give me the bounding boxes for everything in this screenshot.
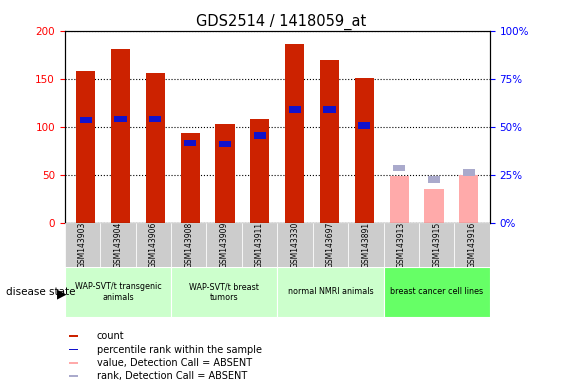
- Bar: [425, 189, 444, 223]
- Bar: [454, 223, 490, 267]
- Text: GSM143906: GSM143906: [149, 222, 158, 268]
- Text: rank, Detection Call = ABSENT: rank, Detection Call = ABSENT: [97, 371, 247, 381]
- Text: GSM143904: GSM143904: [113, 222, 122, 268]
- Bar: [393, 165, 405, 171]
- Bar: [463, 169, 475, 176]
- Bar: [254, 132, 266, 139]
- Bar: [278, 267, 383, 317]
- Bar: [207, 223, 242, 267]
- Text: percentile rank within the sample: percentile rank within the sample: [97, 344, 262, 354]
- Bar: [69, 362, 78, 364]
- Text: count: count: [97, 331, 124, 341]
- Bar: [323, 106, 336, 113]
- Text: value, Detection Call = ABSENT: value, Detection Call = ABSENT: [97, 358, 252, 368]
- Bar: [285, 44, 304, 223]
- Bar: [100, 223, 136, 267]
- Text: normal NMRI animals: normal NMRI animals: [288, 287, 373, 296]
- Bar: [219, 141, 231, 147]
- Bar: [216, 124, 235, 223]
- Bar: [69, 376, 78, 377]
- Text: GSM143697: GSM143697: [326, 222, 335, 268]
- Text: ▶: ▶: [57, 287, 67, 300]
- Text: GSM143916: GSM143916: [468, 222, 477, 268]
- Bar: [146, 73, 165, 223]
- Bar: [181, 134, 200, 223]
- Bar: [428, 176, 440, 183]
- Bar: [320, 60, 339, 223]
- Text: WAP-SVT/t breast
tumors: WAP-SVT/t breast tumors: [189, 282, 259, 301]
- Bar: [312, 223, 348, 267]
- Bar: [355, 78, 374, 223]
- Bar: [348, 223, 383, 267]
- Bar: [358, 122, 370, 129]
- Text: WAP-SVT/t transgenic
animals: WAP-SVT/t transgenic animals: [74, 282, 161, 301]
- Text: GSM143903: GSM143903: [78, 222, 87, 268]
- Text: breast cancer cell lines: breast cancer cell lines: [390, 287, 483, 296]
- Bar: [184, 140, 196, 146]
- Bar: [111, 49, 130, 223]
- Bar: [76, 71, 95, 223]
- Bar: [242, 223, 277, 267]
- Text: GSM143913: GSM143913: [397, 222, 406, 268]
- Bar: [390, 176, 409, 223]
- Text: GSM143891: GSM143891: [361, 222, 370, 268]
- Bar: [171, 267, 278, 317]
- Text: GDS2514 / 1418059_at: GDS2514 / 1418059_at: [196, 13, 367, 30]
- Bar: [459, 175, 479, 223]
- Text: GSM143330: GSM143330: [291, 222, 300, 268]
- Bar: [278, 223, 312, 267]
- Bar: [149, 116, 162, 122]
- Bar: [383, 223, 419, 267]
- Text: GSM143909: GSM143909: [220, 222, 229, 268]
- Text: GSM143908: GSM143908: [184, 222, 193, 268]
- Bar: [114, 116, 127, 122]
- Bar: [79, 117, 92, 123]
- Bar: [171, 223, 207, 267]
- Bar: [65, 267, 171, 317]
- Bar: [289, 106, 301, 113]
- Bar: [65, 223, 100, 267]
- Bar: [136, 223, 171, 267]
- Bar: [383, 267, 490, 317]
- Text: disease state: disease state: [6, 287, 75, 297]
- Text: GSM143911: GSM143911: [255, 222, 264, 268]
- Bar: [419, 223, 454, 267]
- Text: GSM143915: GSM143915: [432, 222, 441, 268]
- Bar: [69, 335, 78, 337]
- Bar: [69, 349, 78, 351]
- Bar: [251, 119, 270, 223]
